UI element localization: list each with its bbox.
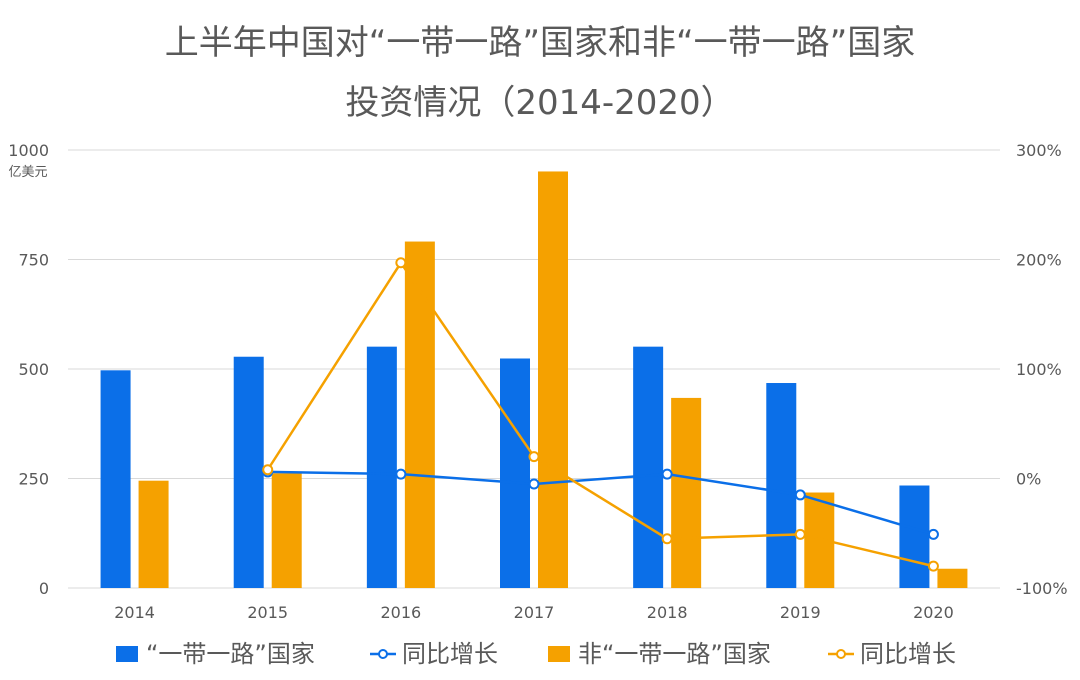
- legend-marker: [378, 649, 388, 659]
- bar: [271, 473, 302, 588]
- y-tick-label: 250: [18, 470, 49, 489]
- legend: “一带一路”国家 同比增长 非“一带一路”国家 同比增长: [116, 640, 956, 668]
- bar: [671, 397, 702, 588]
- y-axis-unit: 亿美元: [8, 165, 47, 180]
- legend-label: 非“一带一路”国家: [578, 640, 771, 668]
- series-line: [266, 260, 934, 568]
- axes: 0 250 500 750 1000 -100% 0% 100% 200% 300% 2014 201…: [8, 141, 1067, 622]
- y2-tick-label: -100%: [1016, 579, 1068, 598]
- x-tick-label: 2014: [114, 603, 155, 622]
- line-point: [528, 451, 540, 463]
- bar: [366, 346, 397, 588]
- line-point: [661, 468, 673, 480]
- legend-marker: [836, 649, 846, 659]
- y-tick-label: 500: [18, 360, 49, 379]
- x-tick-label: 2017: [514, 603, 555, 622]
- line-point: [794, 528, 806, 540]
- legend-swatch: [116, 646, 138, 662]
- x-tick-label: 2018: [647, 603, 688, 622]
- line-point: [395, 468, 407, 480]
- line-point: [528, 478, 540, 490]
- line-point: [927, 560, 939, 572]
- gridlines: [68, 149, 1000, 589]
- bar: [233, 356, 264, 588]
- series-line: [267, 470, 934, 536]
- y-tick-label: 1000: [8, 141, 49, 160]
- y-tick-label: 0: [39, 579, 49, 598]
- legend-label: 同比增长: [402, 640, 498, 668]
- x-tick-label: 2019: [780, 603, 821, 622]
- bar: [899, 485, 930, 588]
- chart-title-line-1: 上半年中国对“一带一路”国家和非“一带一路”国家: [164, 23, 916, 63]
- y-tick-label: 750: [18, 251, 49, 270]
- line-point: [927, 528, 939, 540]
- legend-label: “一带一路”国家: [146, 640, 315, 668]
- legend-swatch: [548, 646, 570, 662]
- chart-title-line-2: 投资情况（2014-2020）: [345, 83, 735, 123]
- line-point: [395, 257, 407, 269]
- bar: [937, 568, 968, 588]
- bars: [100, 171, 968, 589]
- bar: [633, 346, 664, 588]
- y2-tick-label: 200%: [1016, 251, 1062, 270]
- line-point: [661, 533, 673, 545]
- x-tick-label: 2016: [380, 603, 421, 622]
- bar: [500, 358, 530, 588]
- bar: [404, 241, 435, 589]
- line-point: [262, 464, 274, 476]
- x-tick-label: 2015: [247, 603, 288, 622]
- legend-label: 同比增长: [860, 640, 956, 668]
- growth-lines: [262, 257, 939, 572]
- x-tick-label: 2020: [913, 603, 954, 622]
- bar: [766, 383, 797, 588]
- bar: [138, 480, 169, 588]
- y2-tick-label: 0%: [1016, 470, 1041, 489]
- y2-tick-label: 300%: [1016, 141, 1062, 160]
- bar: [538, 171, 568, 588]
- line-point: [794, 489, 806, 501]
- y2-tick-label: 100%: [1016, 360, 1062, 379]
- bar: [100, 370, 131, 588]
